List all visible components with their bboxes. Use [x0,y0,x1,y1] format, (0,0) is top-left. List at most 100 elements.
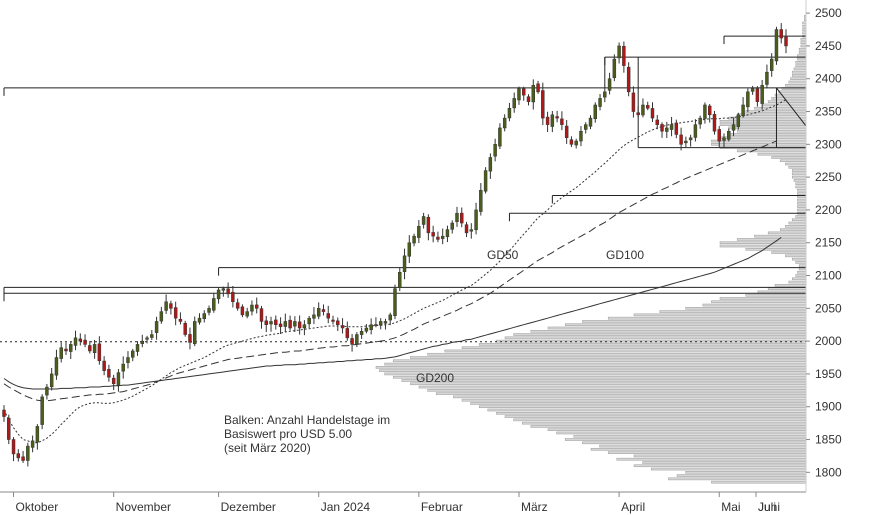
volume-bar [802,21,806,25]
y-tick-label: 1850 [815,433,842,447]
volume-bar [802,24,806,28]
candle-body [69,344,73,352]
volume-bar [504,336,806,340]
volume-bar [564,323,806,327]
candle-body [545,116,550,125]
volume-bar [384,372,806,376]
volume-bar [392,375,806,379]
volume-bar [659,310,806,313]
volume-bar [633,313,806,317]
volume-bar [795,261,806,264]
volume-bar [530,329,806,333]
trend-line-down [776,87,806,127]
candle-body [688,137,693,141]
volume-bar [461,398,806,402]
volume-bar [802,28,806,31]
candle-body [731,124,736,131]
volume-bar [728,126,806,130]
candle-body [340,325,345,329]
y-tick-label: 2050 [815,301,842,315]
volume-bar [736,238,806,241]
volume-bar [410,382,806,386]
candle-body [235,302,240,309]
volume-bar [762,103,806,107]
candle-body [450,222,454,230]
candle-body [202,313,206,319]
volume-bar [633,464,806,468]
candle-body [250,304,254,312]
volume-bar [607,451,806,454]
candle-body [359,331,364,335]
candle-body [421,216,426,225]
candle-body [59,347,63,359]
candle-body [26,445,30,461]
volume-bar [785,254,806,258]
candle-body [493,144,497,157]
volume-bar [736,149,806,153]
volume-bar [435,392,806,395]
volume-bar [797,57,806,61]
volume-bar [496,411,806,415]
candle-body [498,127,502,147]
volume-bar [745,293,806,297]
candle-body [78,338,83,342]
candle-body [378,321,383,326]
volume-bar [590,448,806,451]
candle-body [173,307,178,319]
volume-bar [418,385,806,389]
volume-bar [797,202,806,205]
candle-body [426,216,431,234]
x-tick-label: Jan 2024 [321,500,371,514]
candle-body [135,344,140,352]
candle-body [526,96,531,102]
x-tick-label: Oktober [16,500,59,514]
volume-bar [719,120,806,123]
candle-body [259,308,264,322]
candle-body [626,66,631,93]
candle-body [660,124,664,132]
volume-bar [788,165,806,169]
candle-body [278,323,283,327]
volume-bar [478,405,806,409]
candle-body [216,289,221,300]
candle-body [255,304,259,309]
y-tick-label: 1950 [815,367,842,381]
candle-body [674,122,679,135]
volume-bar [513,418,806,422]
candle-body [407,242,412,257]
volume-bar [767,231,806,235]
candle-body [307,317,311,325]
y-tick-label: 2500 [815,6,842,20]
candle-body [774,29,779,62]
volume-bar [771,156,806,159]
candle-body [402,255,407,272]
volume-bar [774,284,806,287]
x-tick-label: März [521,500,548,514]
candle-body [316,308,321,317]
volume-bar [719,241,806,245]
volume-bar [797,208,806,212]
gd100-label: GD100 [606,248,644,262]
candle-body [655,119,659,125]
candle-body [584,124,588,130]
candle-body [16,453,21,459]
volume-bar [461,346,806,349]
volume-bar [427,352,806,356]
candle-body [283,321,288,327]
candle-body [464,224,469,234]
volume-bar [392,359,806,363]
volume-bar [795,274,806,277]
candle-body [717,129,721,142]
volume-bar [771,251,806,254]
volume-bar [804,18,806,21]
candle-body [531,85,535,103]
y-tick-labels: 1800 1850 1900 1950 2000 2050 2100 2150 2200 2250… [806,6,842,479]
volume-bar [795,215,806,218]
candle-body [288,319,292,329]
candle-body [436,236,440,240]
candle-body [111,377,116,385]
x-tick-label: Mai [721,500,740,514]
volume-bar [547,428,806,431]
volume-bar [547,326,806,330]
